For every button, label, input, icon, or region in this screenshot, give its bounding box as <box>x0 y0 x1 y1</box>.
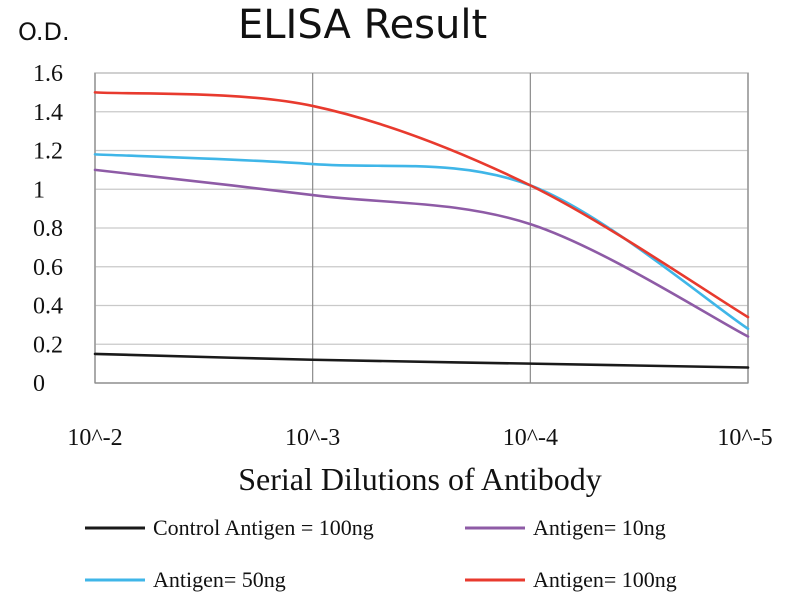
legend-label: Antigen= 100ng <box>533 567 677 592</box>
grid-lines <box>94 72 749 384</box>
chart-title: ELISA Result <box>238 2 487 48</box>
legend-label: Antigen= 50ng <box>153 567 286 592</box>
x-tick-label: 10^-5 <box>717 425 772 451</box>
y-tick-label: 0.8 <box>33 216 63 242</box>
y-axis-label: O.D. <box>18 18 70 46</box>
y-tick-label: 0.4 <box>33 294 63 320</box>
y-tick-labels: 0 0.2 0.4 0.6 0.8 1 1.2 1.4 1.6 <box>33 61 63 397</box>
y-tick-label: 0.6 <box>33 255 63 281</box>
x-tick-label: 10^-4 <box>503 425 558 451</box>
series-lines <box>93 91 750 369</box>
series-line <box>93 352 750 369</box>
x-tick-labels: 10^-2 10^-3 10^-4 10^-5 <box>67 425 772 451</box>
series-line <box>93 168 750 338</box>
legend-label: Control Antigen = 100ng <box>153 515 374 540</box>
y-tick-label: 1.2 <box>33 139 63 165</box>
legend-label: Antigen= 10ng <box>533 515 666 540</box>
y-tick-label: 1 <box>33 177 45 203</box>
y-tick-label: 0.2 <box>33 332 63 358</box>
y-tick-label: 1.6 <box>33 61 63 87</box>
series-line <box>93 153 750 331</box>
x-axis-title: Serial Dilutions of Antibody <box>238 461 602 497</box>
legend: Control Antigen = 100ng Antigen= 10ng Anti… <box>85 515 677 592</box>
series-line <box>93 91 750 319</box>
x-tick-label: 10^-2 <box>67 425 122 451</box>
y-tick-label: 0 <box>33 371 45 397</box>
x-tick-label: 10^-3 <box>285 425 340 451</box>
y-tick-label: 1.4 <box>33 100 63 126</box>
